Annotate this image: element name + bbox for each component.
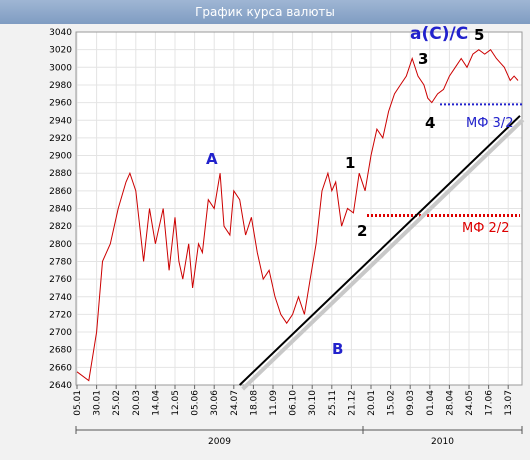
annotation-mf-lower: МФ 2/2 [462, 221, 509, 236]
x-tick-label-13: 25.11 [328, 390, 338, 416]
x-tick-label-0: 05.01 [73, 390, 83, 416]
series-group [76, 48, 519, 382]
y-tick-label-17: 2980 [49, 81, 72, 91]
x-tick-label-3: 20.03 [132, 390, 142, 416]
x-tick-label-17: 09.03 [406, 390, 416, 416]
x-tick-label-19: 28.04 [445, 390, 455, 416]
y-tick-label-16: 2960 [49, 99, 72, 109]
x-tick-label-9: 18.08 [249, 390, 259, 416]
y-tick-label-0: 2640 [49, 381, 72, 391]
y-tick-label-8: 2800 [49, 240, 72, 250]
annotation-wave-top: a(C)/C [410, 24, 468, 44]
x-tick-label-22: 13.07 [504, 390, 514, 416]
x-tick-label-10: 11.09 [269, 390, 279, 416]
x-tick-label-5: 12.05 [171, 390, 181, 416]
y-tick-label-11: 2860 [49, 187, 72, 197]
annotations: A B 1 2 3 4 5 a(C)/C МФ 2/2 МФ 3/2 [206, 24, 513, 358]
annotation-wave-2: 2 [357, 222, 367, 240]
y-tick-label-2: 2680 [49, 346, 72, 356]
y-tick-label-4: 2720 [49, 310, 72, 320]
y-tick-label-19: 3020 [49, 46, 72, 56]
x-tick-label-21: 17.06 [485, 390, 495, 416]
x-tick-label-14: 21.12 [347, 390, 357, 416]
chart-title: График курса валюты [0, 0, 530, 24]
grid [75, 31, 523, 386]
annotation-wave-A: A [206, 150, 218, 168]
x-tick-label-2: 25.02 [112, 390, 122, 416]
trendline [238, 115, 521, 386]
y-tick-label-10: 2840 [49, 205, 72, 215]
y-tick-label-18: 3000 [49, 63, 72, 73]
x-tick-label-15: 20.01 [367, 390, 377, 416]
year-label-0: 2009 [208, 437, 231, 447]
x-tick-label-16: 15.02 [387, 390, 397, 416]
x-tick-label-8: 24.07 [230, 390, 240, 416]
plot-frame [75, 31, 523, 386]
y-axis: 2640 2660 2680 2700 2720 2740 2760 2780 2800 2820… [49, 28, 72, 391]
y-tick-label-12: 2880 [49, 169, 72, 179]
series-line-0 [76, 48, 519, 382]
y-tick-label-1: 2660 [49, 363, 72, 373]
levels [367, 103, 522, 218]
annotation-wave-B: B [332, 340, 343, 358]
trendline-group [238, 115, 525, 391]
y-tick-label-15: 2940 [49, 116, 72, 126]
x-tick-label-6: 05.06 [191, 390, 201, 416]
y-tick-label-13: 2900 [49, 152, 72, 162]
x-tick-label-18: 01.04 [426, 390, 436, 416]
x-tick-label-12: 30.10 [308, 390, 318, 416]
x-tick-label-1: 30.01 [93, 390, 103, 416]
x-tick-label-4: 14.04 [151, 390, 161, 416]
x-tick-label-20: 24.05 [465, 390, 475, 416]
y-tick-label-3: 2700 [49, 328, 72, 338]
annotation-mf-upper: МФ 3/2 [466, 116, 513, 131]
y-tick-label-6: 2760 [49, 275, 72, 285]
annotation-wave-5: 5 [474, 26, 484, 44]
annotation-wave-4: 4 [425, 114, 435, 132]
year-axis: 2009 2010 [75, 426, 523, 447]
y-tick-label-9: 2820 [49, 222, 72, 232]
y-tick-label-20: 3040 [49, 28, 72, 38]
x-axis: 05.01 30.01 25.02 20.03 14.04 12.05 05.06 30.06… [73, 385, 514, 416]
x-tick-label-7: 30.06 [210, 390, 220, 416]
x-tick-label-11: 06.10 [289, 390, 299, 416]
year-label-1: 2010 [431, 437, 454, 447]
annotation-wave-1: 1 [345, 154, 355, 172]
y-tick-label-14: 2920 [49, 134, 72, 144]
trendline-shadow [241, 118, 525, 391]
y-tick-label-7: 2780 [49, 257, 72, 267]
y-tick-label-5: 2740 [49, 293, 72, 303]
annotation-wave-3: 3 [418, 50, 428, 68]
